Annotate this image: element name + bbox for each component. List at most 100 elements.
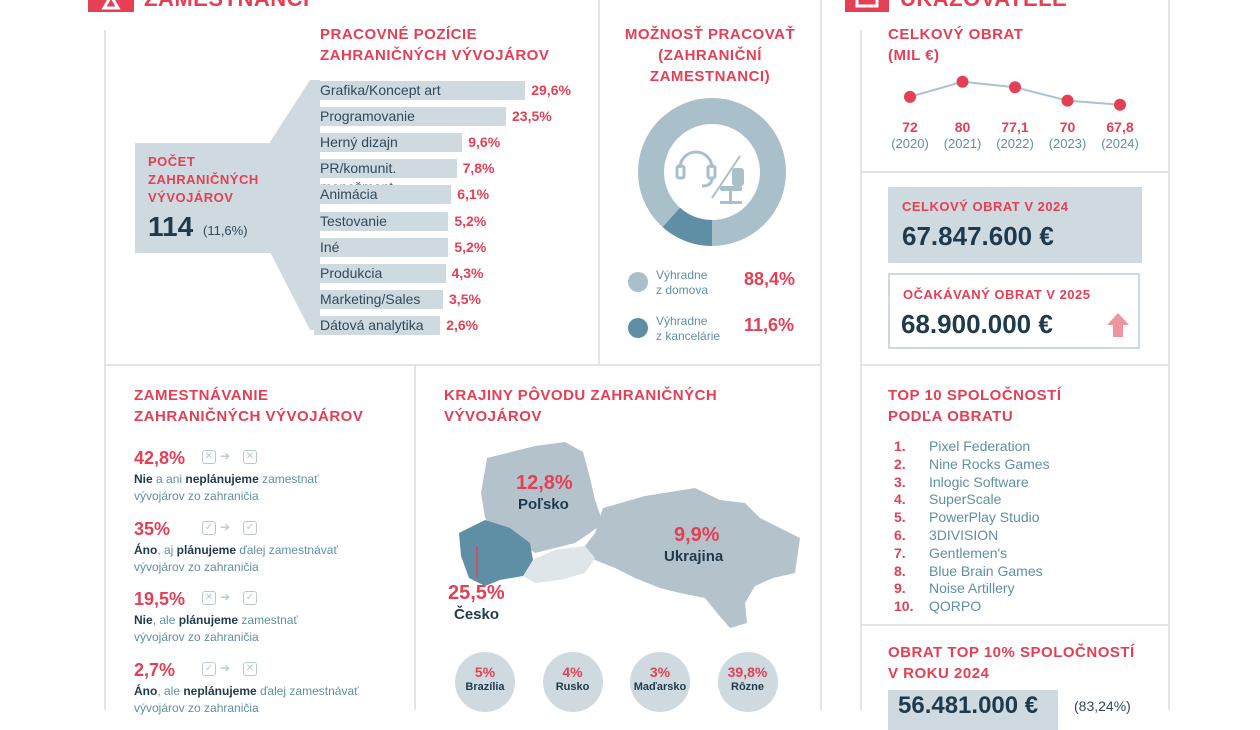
arrow-right-icon: ➔	[220, 660, 231, 675]
top10-title: TOP 10 SPOLOČNOSTÍ PODĽA OBRATU	[888, 387, 1062, 425]
poland-value: 12,8%	[516, 472, 573, 494]
employment-answer: Nie	[134, 472, 153, 486]
revenue-title: CELKOVÝ OBRAT (MIL €)	[888, 26, 1024, 64]
revenue-value: 70	[1059, 119, 1076, 135]
headset-icon	[675, 150, 717, 188]
total-2024-label: CELKOVÝ OBRAT V 2024	[902, 199, 1069, 214]
position-bar: PR/komunit. menežment	[314, 159, 457, 195]
rank-number: 4.	[894, 491, 906, 508]
legend-line: z kancelárie	[656, 329, 721, 343]
divider	[104, 30, 106, 710]
positions-connector	[270, 80, 320, 330]
header-right-title: UKAZOVATELE	[900, 0, 1067, 10]
divider	[860, 364, 1170, 366]
revenue-point	[904, 90, 916, 103]
company-name: PowerPlay Studio	[929, 509, 1040, 526]
employment-plan: neplánujeme	[183, 683, 257, 698]
status-icon: ✕	[243, 450, 257, 464]
expected-2025-value: 68.900.000 €	[901, 309, 1053, 339]
office-chair-icon	[720, 168, 744, 204]
country-pct: 4%	[562, 664, 583, 680]
chart-icon	[855, 0, 879, 8]
slovakia-shape	[523, 546, 595, 583]
revenue-line-chart	[904, 75, 1126, 111]
employment-text: Áno, aj plánujeme ďalej zamestnávať vývoj…	[134, 542, 404, 576]
employment-text: Nie a ani neplánujeme zamestnať vývojárov…	[134, 471, 404, 505]
employment-answer: Áno	[134, 683, 158, 698]
company-name: 3DIVISION	[929, 527, 999, 543]
revenue-point	[1009, 81, 1021, 94]
rank-number: 1.	[894, 438, 906, 454]
revenue-point	[956, 75, 969, 88]
position-value: 29,6%	[531, 82, 571, 98]
header-left-icon	[88, 0, 134, 12]
count-label: POČET ZAHRANIČNÝCH VÝVOJÁROV	[148, 154, 259, 205]
donut-office-segment	[638, 98, 786, 246]
position-value: 9,6%	[468, 134, 501, 151]
revenue-value: 77,1	[1001, 119, 1029, 135]
employment-answer: Nie	[134, 613, 153, 627]
revenue-value: 72	[902, 119, 918, 135]
position-bar: Dátová analytika	[314, 315, 441, 335]
country-pct: 39,8%	[727, 664, 768, 680]
employment-connector: , ale	[157, 683, 184, 698]
company-name: SuperScale	[929, 491, 1002, 508]
top10pct-box: 56.481.000 €	[888, 690, 1058, 730]
company-name: Gentlemen's	[929, 544, 1008, 561]
poland-name: Poľsko	[518, 496, 569, 513]
czech-value: 25,5%	[448, 582, 505, 604]
rank-number: 2.	[894, 455, 906, 472]
employment-plan: plánujeme	[178, 613, 239, 627]
origin-title: KRAJINY PÔVODU ZAHRANIČNÝCH VÝVOJÁROV	[444, 387, 718, 425]
donut-home-segment	[638, 98, 786, 246]
company-name: Noise Artillery	[929, 580, 1015, 597]
position-value: 23,5%	[512, 108, 552, 125]
revenue-value: 67,8	[1106, 119, 1134, 135]
arrow-right-icon: ➔	[220, 519, 231, 534]
employment-rest2: vývojárov zo zahraničia	[134, 559, 259, 574]
country-pct: 5%	[474, 664, 496, 680]
divider	[598, 0, 600, 365]
rank-number: 7.	[894, 544, 906, 561]
top10pct-title: OBRAT TOP 10% SPOLOČNOSTÍ V ROKU 2024	[888, 644, 1135, 682]
position-bar: Grafika/Koncept art	[314, 81, 526, 100]
divider	[860, 30, 862, 710]
ukraine-shape	[585, 488, 800, 628]
employment-connector: , aj	[157, 542, 177, 557]
employment-pct: 2,7%	[134, 659, 176, 680]
revenue-year: (2022)	[996, 136, 1034, 151]
revenue-year: (2023)	[1048, 136, 1087, 151]
header-left-title: ZAMESTNANCI	[144, 0, 310, 10]
employment-pct: 35%	[134, 518, 171, 539]
country-name: Maďarsko	[633, 681, 687, 693]
status-icon: ✕	[202, 450, 216, 464]
country-circle: 5% Brazília	[455, 652, 515, 712]
legend-value: 11,6%	[744, 315, 795, 335]
rank-number: 10.	[894, 598, 914, 615]
employment-pct: 19,5%	[134, 589, 186, 609]
country-name: Brazília	[465, 681, 505, 693]
position-value: 5,2%	[454, 212, 487, 229]
revenue-point	[1114, 98, 1126, 111]
revenue-value: 80	[954, 119, 971, 135]
status-icon: ✓	[243, 520, 257, 535]
company-name: Pixel Federation	[929, 438, 1031, 454]
employment-text: Nie, ale plánujeme zamestnať vývojárov zo…	[134, 612, 404, 646]
legend-line: z domova	[656, 283, 709, 297]
employment-pct: 42,8%	[134, 448, 186, 468]
country-name: Rusko	[555, 681, 590, 693]
expected-2025-label: OČAKÁVANÝ OBRAT V 2025	[903, 287, 1091, 302]
country-circle: 4% Rusko	[542, 652, 603, 712]
employment-rest: ďalej zamestnávať	[236, 542, 338, 557]
foreign-dev-count-box: POČET ZAHRANIČNÝCH VÝVOJÁROV 114 (11,6%)	[135, 143, 275, 253]
total-2024-value: 67.847.600 €	[902, 221, 1054, 251]
poland-shape	[481, 442, 603, 553]
company-name: QORPO	[929, 598, 982, 615]
employment-connector: a ani	[152, 472, 186, 486]
legend-label: Výhradne z domova	[656, 268, 708, 298]
employment-rest: zamestnať	[238, 613, 298, 627]
work-mode-title: MOŽNOSŤ PRACOVAŤ (ZAHRANIČNÍ ZAMESTNANCI…	[624, 26, 796, 85]
position-value: 4,3%	[451, 264, 484, 281]
country-name: Rôzne	[731, 681, 764, 693]
work-mode-donut	[638, 98, 786, 246]
